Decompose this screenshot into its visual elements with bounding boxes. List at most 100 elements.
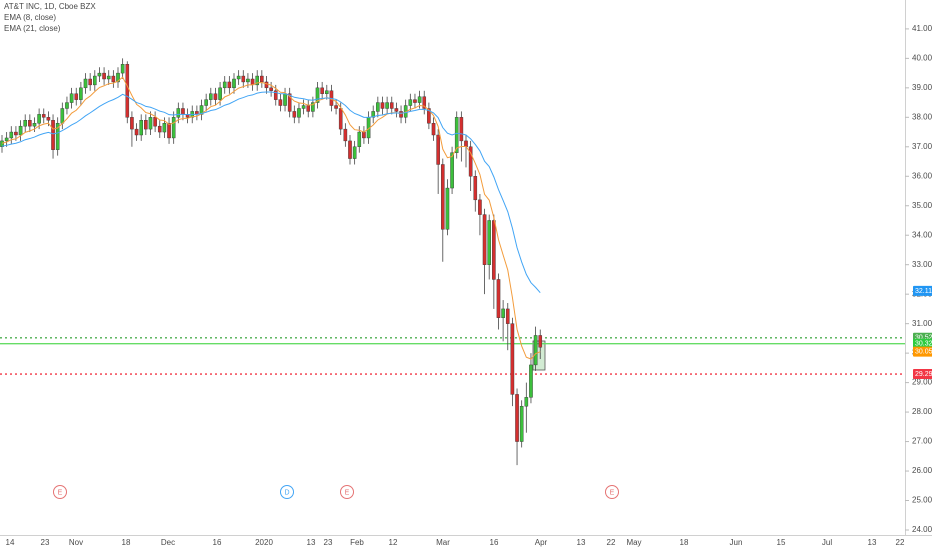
- candle-body: [204, 99, 208, 106]
- candle-body: [408, 99, 413, 106]
- candle-body: [473, 176, 478, 201]
- x-tick-label: 18: [122, 538, 131, 547]
- candle-body: [371, 111, 376, 118]
- y-tick-label: 38.00: [912, 112, 932, 121]
- candle-body: [524, 397, 529, 407]
- x-tick-label: 13: [577, 538, 586, 547]
- candle-body: [102, 72, 106, 80]
- candle-body: [394, 108, 399, 112]
- event-marker: [53, 485, 67, 499]
- candle-body: [459, 117, 464, 142]
- candle-body: [413, 99, 417, 103]
- candle-body: [46, 117, 51, 121]
- candle-body: [148, 117, 153, 130]
- candle-body: [14, 131, 18, 136]
- candle-body: [325, 90, 329, 94]
- candle-body: [69, 93, 74, 103]
- candle-body: [9, 131, 14, 139]
- candle-body: [510, 323, 515, 395]
- x-tick-label: 18: [680, 538, 689, 547]
- candle-body: [0, 140, 4, 147]
- candle-body: [283, 93, 287, 106]
- x-tick-label: Dec: [161, 538, 175, 547]
- candle-body: [139, 120, 144, 136]
- y-tick-label: 27.00: [912, 437, 932, 446]
- candle-body: [23, 120, 28, 127]
- candle-body: [79, 87, 83, 100]
- candle-body: [111, 75, 116, 83]
- x-tick-label: 13: [868, 538, 877, 547]
- candle-body: [222, 81, 227, 89]
- candle-body: [357, 131, 362, 147]
- candle-body: [51, 120, 55, 150]
- candle-body: [232, 78, 236, 89]
- legend-entry: EMA (21, close): [4, 24, 61, 33]
- candle-body: [441, 164, 445, 230]
- candle-body: [445, 187, 450, 230]
- candle-body: [478, 199, 482, 215]
- candle-body: [482, 214, 487, 265]
- y-tick-label: 26.00: [912, 466, 932, 475]
- candle-body: [292, 111, 297, 118]
- candle-body: [116, 72, 120, 83]
- x-tick-label: 2020: [255, 538, 273, 547]
- candle-body: [533, 335, 538, 366]
- chart-title: AT&T INC, 1D, Cboe BZX: [4, 2, 96, 11]
- candle-body: [144, 120, 148, 130]
- candle-body: [450, 152, 454, 189]
- event-marker: [605, 485, 619, 499]
- y-tick-label: 31.00: [912, 319, 932, 328]
- candle-body: [55, 123, 60, 150]
- candle-body: [88, 78, 92, 86]
- candle-body: [338, 108, 343, 130]
- candle-body: [18, 125, 23, 136]
- y-tick-label: 39.00: [912, 83, 932, 92]
- candle-body: [352, 146, 357, 159]
- candle-body: [260, 75, 264, 83]
- candle-body: [399, 111, 403, 118]
- candle-body: [496, 279, 501, 318]
- event-marker: [340, 485, 354, 499]
- price-label: 29.29: [915, 371, 932, 378]
- y-tick-label: 33.00: [912, 260, 932, 269]
- candle-body: [297, 108, 301, 118]
- candle-body: [422, 96, 427, 109]
- candle-body: [487, 220, 492, 265]
- x-tick-label: 16: [490, 538, 499, 547]
- candle-body: [65, 102, 69, 109]
- y-tick-label: 40.00: [912, 53, 932, 62]
- candle-body: [519, 405, 524, 442]
- candle-body: [454, 117, 459, 153]
- candle-body: [171, 117, 176, 139]
- candle-body: [436, 134, 440, 165]
- price-label: 30.05: [915, 348, 932, 355]
- price-label: 32.11: [915, 288, 932, 295]
- candle-body: [464, 140, 468, 147]
- candle-body: [538, 335, 543, 348]
- candle-body: [301, 105, 306, 109]
- candle-body: [255, 75, 260, 86]
- candle-body: [92, 75, 97, 86]
- candle-body: [236, 75, 241, 80]
- y-tick-label: 24.00: [912, 525, 932, 534]
- candle-body: [157, 125, 162, 133]
- candle-body: [468, 146, 473, 177]
- candle-body: [505, 308, 510, 324]
- candle-body: [134, 128, 139, 136]
- x-tick-label: 15: [777, 538, 786, 547]
- event-marker: [280, 485, 294, 499]
- candle-body: [106, 75, 111, 80]
- ema-line: [1, 76, 541, 360]
- candle-body: [376, 102, 380, 112]
- candle-body: [208, 93, 213, 100]
- candle-body: [269, 87, 273, 91]
- candle-body: [218, 87, 222, 100]
- y-tick-label: 28.00: [912, 407, 932, 416]
- candle-body: [492, 220, 496, 280]
- x-tick-label: 13: [307, 538, 316, 547]
- candle-body: [213, 93, 218, 100]
- candle-body: [501, 308, 505, 318]
- x-tick-label: 23: [324, 538, 333, 547]
- event-label: E: [345, 489, 350, 496]
